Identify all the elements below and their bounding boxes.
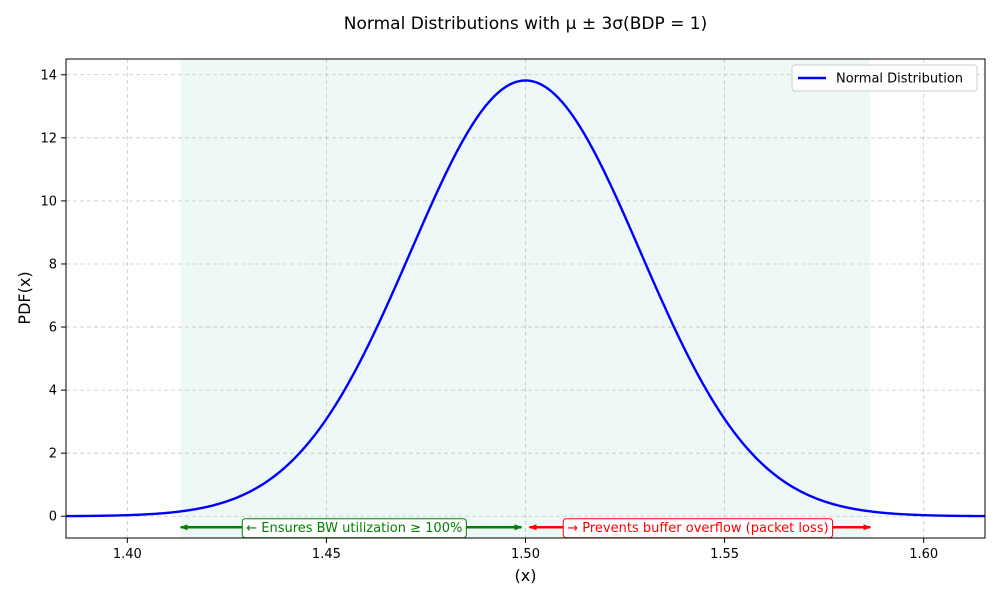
series-layer xyxy=(65,79,986,518)
annotation-text: ← Ensures BW utilization ≥ 100% xyxy=(246,521,462,536)
y-tick-label: 0 xyxy=(49,510,57,525)
y-tick-label: 6 xyxy=(49,321,57,336)
y-tick-label: 12 xyxy=(40,131,57,146)
y-tick-label: 8 xyxy=(49,257,57,272)
y-tick-label: 2 xyxy=(49,447,57,462)
y-axis-label: PDF(x) xyxy=(15,271,34,324)
annotation-label-2: → Prevents buffer overflow (packet loss) xyxy=(562,518,834,539)
legend-box xyxy=(791,64,978,92)
legend-label: Normal Distribution xyxy=(836,72,963,87)
x-tick-label: 1.55 xyxy=(710,547,739,562)
x-tick-label: 1.45 xyxy=(312,547,341,562)
series-line-normal-distribution xyxy=(65,79,986,518)
x-tick-label: 1.40 xyxy=(113,547,142,562)
axes-layer: 1.40 1.45 1.50 1.55 1.60 0 2 4 6 8 10 12 14 xyxy=(40,58,986,562)
annotation-label-1: ← Ensures BW utilization ≥ 100% xyxy=(241,518,467,539)
y-tick-label: 14 xyxy=(40,68,57,83)
y-tick-label: 4 xyxy=(49,384,57,399)
annotation-text: → Prevents buffer overflow (packet loss) xyxy=(567,521,828,536)
annotation-layer: ← Ensures BW utilization ≥ 100% → Prevent… xyxy=(179,518,872,539)
x-tick-label: 1.50 xyxy=(511,547,540,562)
y-tick-label: 10 xyxy=(40,194,57,209)
x-tick-label: 1.60 xyxy=(909,547,938,562)
chart-title: Normal Distributions with μ ± 3σ(BDP = 1… xyxy=(344,14,707,34)
legend: Normal Distribution xyxy=(791,64,978,92)
x-axis-label: (x) xyxy=(515,566,537,585)
